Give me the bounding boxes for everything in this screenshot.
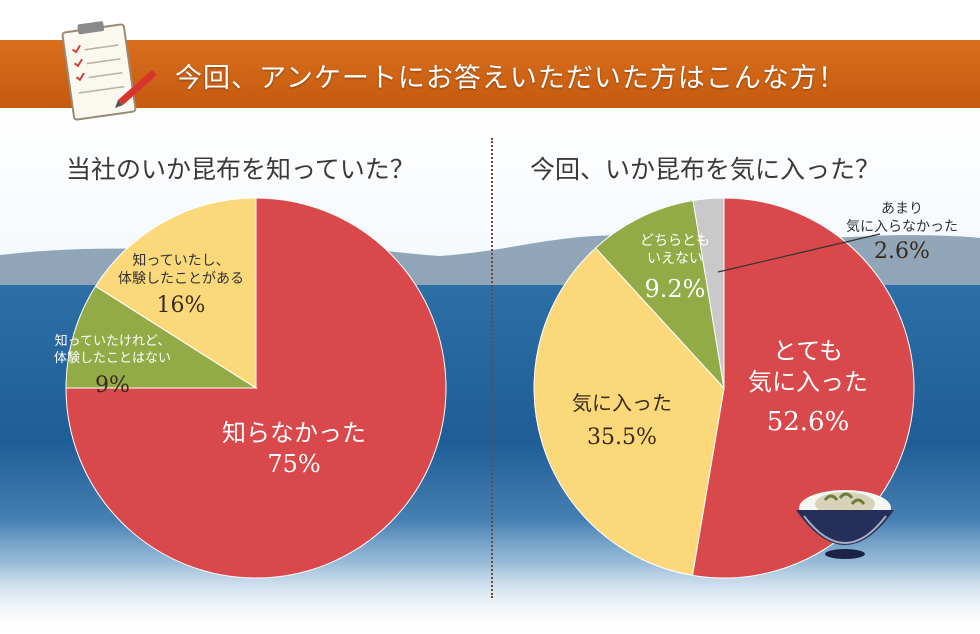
- chart1-title: 当社のいか昆布を知っていた？: [66, 155, 415, 184]
- pie-chart-2: [533, 197, 915, 579]
- slice-label-c1-1: 知っていたけれど、 体験したことはない 9%: [54, 334, 171, 400]
- slice-name: いえない: [647, 251, 703, 268]
- slice-label-c1-0: 知らなかった 75%: [222, 418, 366, 480]
- slice-name: とても: [772, 337, 844, 365]
- slice-label-c2-0: とても 気に入った 52.6%: [748, 336, 868, 440]
- slice-totemo-kiniitta: [691, 197, 915, 579]
- banner-title: 今回、アンケートにお答えいただいた方はこんな方！: [175, 63, 846, 94]
- slice-name: 知らなかった: [222, 419, 366, 447]
- slice-value: 52.6%: [766, 407, 850, 438]
- slice-label-c2-1: 気に入った 35.5%: [572, 390, 672, 453]
- slice-value: 16%: [156, 293, 206, 319]
- dotted-divider: [491, 138, 493, 598]
- chart2-title: 今回、いか昆布を気に入った？: [530, 155, 881, 184]
- slice-name: どちらとも: [640, 233, 710, 249]
- pie-chart-1: [65, 197, 447, 579]
- slice-name: 気に入った: [748, 368, 868, 397]
- rice-bowl-icon: [796, 490, 894, 559]
- slice-amari: [692, 197, 725, 389]
- slice-knew-and-tried: [94, 197, 257, 389]
- slice-name: 気に入った: [572, 391, 672, 415]
- slice-name: 知っていたけれど、: [54, 334, 171, 349]
- slice-label-c2-2: どちらとも いえない 9.2%: [640, 232, 710, 306]
- slice-value: 9%: [95, 372, 130, 398]
- header-banner: [0, 40, 980, 108]
- slice-kiniitta: [533, 247, 725, 576]
- slice-knew-not-tried: [65, 285, 258, 389]
- slice-value: 35.5%: [587, 425, 657, 450]
- leader-line: [717, 233, 881, 273]
- slice-label-c2-3: あまり 気に入らなかった 2.6%: [846, 200, 958, 267]
- slice-label-c1-2: 知っていたし、 体験したことがある 16%: [118, 252, 244, 321]
- slice-value: 2.6%: [874, 239, 930, 265]
- slice-value: 75%: [267, 450, 321, 479]
- slice-name: 体験したことはない: [54, 350, 172, 366]
- slice-name: あまり: [881, 201, 923, 217]
- slice-name: 知っていたし、: [132, 253, 230, 269]
- slice-name: 体験したことがある: [118, 271, 244, 288]
- clipboard-icon: [61, 21, 157, 121]
- slice-name: 気に入らなかった: [846, 219, 958, 236]
- slice-value: 9.2%: [644, 275, 706, 304]
- slice-dochiratomo: [594, 199, 725, 390]
